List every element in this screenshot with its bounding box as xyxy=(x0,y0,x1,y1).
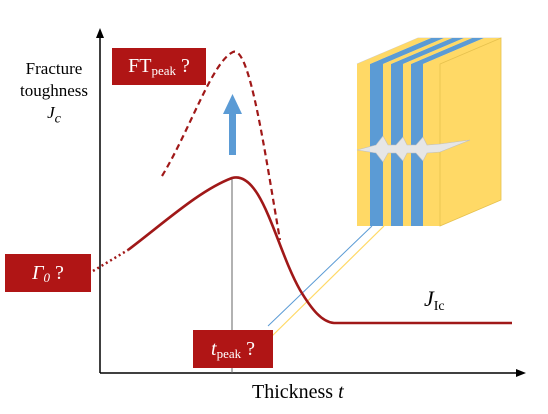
x-axis-label: Thickness t xyxy=(252,381,344,404)
connector-yellow xyxy=(267,225,385,341)
j-ic-main: J xyxy=(424,286,434,311)
gamma0-main: Γ xyxy=(32,262,44,284)
j-ic-sub: Ic xyxy=(433,299,445,314)
specimen-crack xyxy=(356,135,471,163)
t-peak-main: t xyxy=(211,338,217,360)
enhanced-curve-dashed xyxy=(161,50,282,241)
x-axis-symbol: t xyxy=(338,381,344,403)
ft-peak-main: FT xyxy=(128,55,152,77)
t-peak-sub: peak xyxy=(216,346,242,361)
y-axis-symbol-sub: c xyxy=(54,110,61,127)
axes xyxy=(96,28,526,377)
y-axis-symbol: Jc xyxy=(6,102,102,129)
toughness-curve xyxy=(127,176,512,325)
y-axis-arrowhead xyxy=(96,28,104,38)
t-peak-tag: tpeak ? xyxy=(193,330,273,368)
specimen-top-stripes xyxy=(357,38,501,64)
gamma0-suffix: ? xyxy=(50,262,64,284)
up-arrow-icon xyxy=(223,94,242,155)
x-axis-arrowhead xyxy=(516,369,526,377)
ft-peak-suffix: ? xyxy=(176,55,190,77)
connector-blue xyxy=(267,225,373,327)
y-axis-symbol-main: J xyxy=(47,103,55,122)
y-axis-label-line2: toughness xyxy=(20,81,88,100)
curve-dotted-start xyxy=(92,248,129,273)
y-axis-label-line1: Fracture xyxy=(25,59,83,78)
x-axis-word: Thickness xyxy=(252,381,334,403)
y-axis-label: Fracture toughness Jc xyxy=(6,58,102,129)
ft-peak-sub: peak xyxy=(151,63,176,78)
gamma0-sub: 0 xyxy=(43,270,51,285)
j-ic-label: JIc xyxy=(424,286,445,315)
layered-specimen xyxy=(356,37,502,227)
gamma0-tag: Γ0 ? xyxy=(5,254,91,292)
t-peak-suffix: ? xyxy=(241,338,255,360)
ft-peak-tag: FTpeak ? xyxy=(112,48,206,85)
specimen-side-face xyxy=(439,37,502,227)
